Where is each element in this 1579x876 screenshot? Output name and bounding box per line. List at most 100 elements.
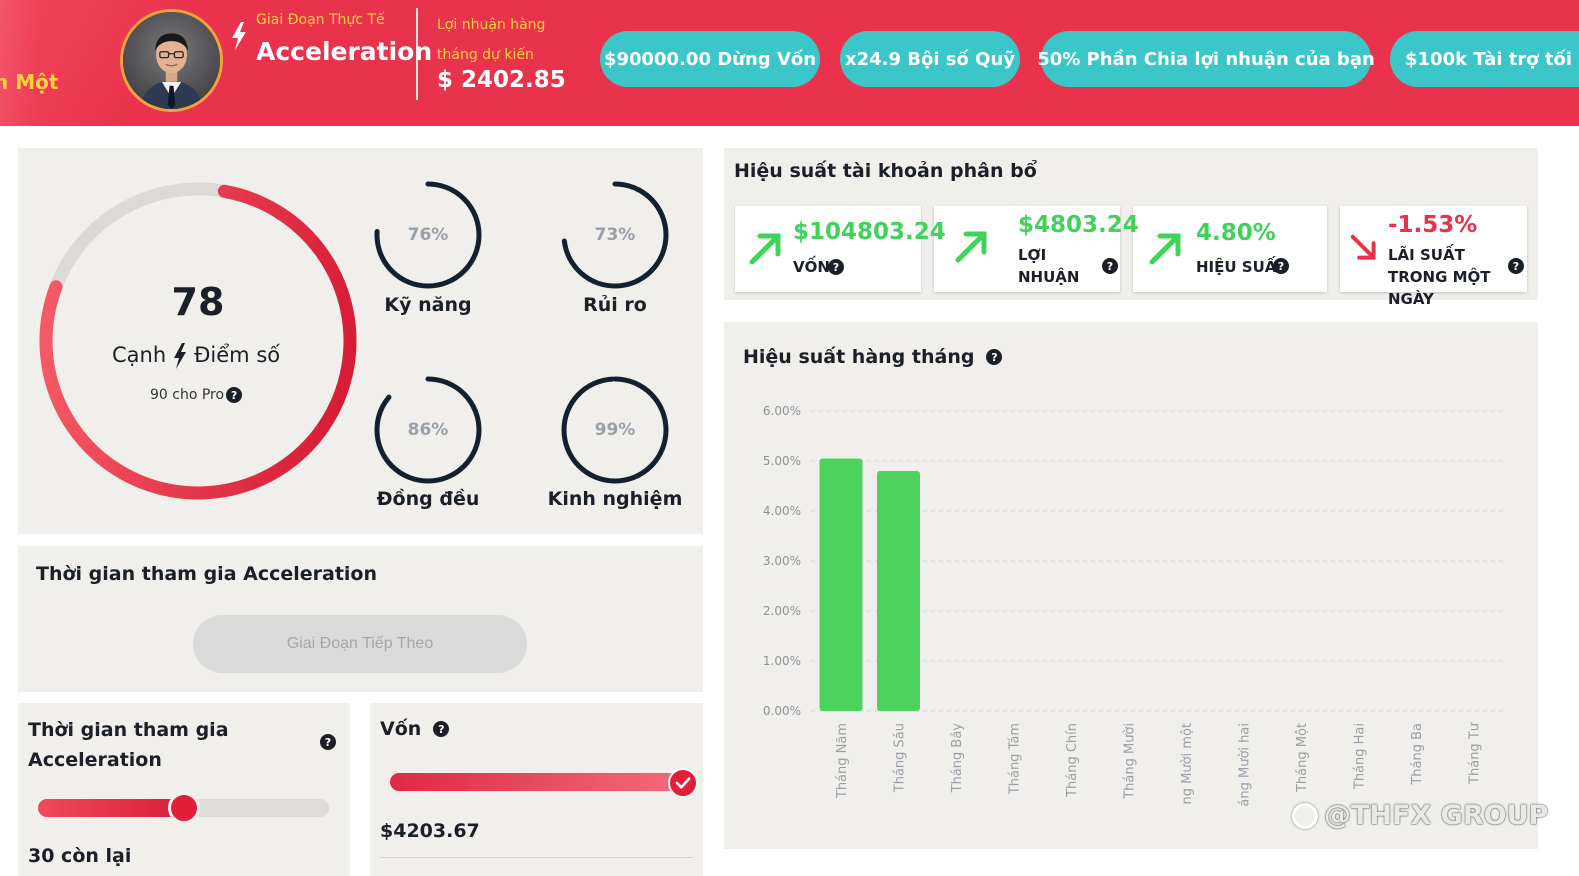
y-tick-label: 0.00% — [763, 704, 801, 718]
x-tick-label: Tháng Một — [1295, 723, 1310, 793]
monthly-title-text: Hiệu suất hàng tháng — [743, 346, 975, 368]
next-phase-button[interactable]: Giai Đoạn Tiếp Theo — [193, 615, 527, 673]
help-icon[interactable]: ? — [433, 721, 450, 737]
monthly-performance-chart: 0.00% 1.00% 2.00% 3.00% 4.00% 5.00% 6.00% Tháng… — [763, 404, 1504, 807]
capital-value: $4203.67 — [380, 820, 480, 842]
help-icon[interactable]: ? — [226, 387, 243, 403]
days-panel — [18, 703, 350, 876]
experience-ring — [561, 376, 669, 484]
profit-stat-label: LỢI NHUẬN — [1018, 246, 1080, 286]
arrow-down-right-icon — [1350, 234, 1376, 260]
risk-label: Rủi ro — [583, 294, 647, 316]
y-tick-label: 3.00% — [763, 554, 801, 568]
check-icon — [668, 768, 698, 798]
x-tick-label: Tháng Năm — [835, 723, 850, 799]
x-tick-label: ng Mười một — [1180, 723, 1195, 805]
phase-label: Giai Đoạn Thực Tế — [256, 12, 385, 28]
help-icon[interactable]: ? — [1273, 258, 1289, 274]
avatar[interactable] — [120, 9, 223, 112]
days-title: Thời gian tham gia Acceleration — [28, 719, 229, 771]
watermark: @THFX GROUP — [1292, 800, 1548, 831]
x-tick-label: Tháng Tám — [1008, 723, 1023, 795]
profit-stat-value: $4803.24 — [1018, 212, 1139, 238]
x-tick-label: Tháng Ba — [1410, 723, 1425, 786]
help-icon[interactable]: ? — [320, 734, 336, 750]
arrow-up-right-icon — [1149, 233, 1181, 265]
x-tick-label: Tháng Mười — [1123, 723, 1138, 800]
fund-multiplier-pill[interactable]: x24.9 Bội số Quỹ — [840, 31, 1020, 87]
edge-score-value: 78 — [171, 280, 225, 324]
days-remaining: 30 còn lại — [28, 845, 132, 867]
skill-label: Kỹ năng — [384, 294, 472, 316]
capital-title-text: Vốn — [380, 718, 422, 740]
lightning-icon — [232, 22, 246, 50]
capital-stat-label: VỐN — [793, 258, 830, 276]
experience-pct: 99% — [594, 420, 636, 440]
join-time-title: Thời gian tham gia Acceleration — [36, 563, 378, 585]
phase-name: Acceleration — [256, 37, 433, 66]
bar-1[interactable] — [877, 471, 920, 711]
lightning-icon — [174, 343, 187, 369]
experience-label: Kinh nghiệm — [547, 488, 683, 510]
capital-title: Vốn ? — [380, 718, 450, 740]
daily-rate-stat-value: -1.53% — [1388, 212, 1478, 238]
edge-score-caption: Cạnh Điểm số — [112, 343, 280, 369]
days-slider-fill — [38, 799, 184, 817]
bar-0[interactable] — [819, 458, 863, 712]
projected-profit-label: Lợi nhuận hàng tháng dự kiến — [437, 17, 546, 63]
x-tick-label: Tháng Hai — [1353, 723, 1368, 790]
capital-progress-bar — [390, 773, 682, 791]
help-icon[interactable]: ? — [986, 349, 1003, 365]
daily-rate-stat-card — [1340, 206, 1527, 292]
daily-rate-stat-label: LÃI SUẤT TRONG MỘT NGÀY — [1388, 246, 1491, 308]
profit-split-pill[interactable]: 50% Phần Chia lợi nhuận của bạn — [1037, 31, 1375, 87]
projected-profit-value: $ 2402.85 — [437, 67, 566, 93]
monthly-performance-title: Hiệu suất hàng tháng ? — [743, 346, 1003, 368]
edge-score-sub: 90 cho Pro ? — [150, 387, 243, 403]
max-funding-pill[interactable]: $100k Tài trợ tối đa — [1390, 31, 1579, 87]
stop-capital-pill[interactable]: $90000.00 Dừng Vốn — [600, 31, 820, 87]
days-slider-knob[interactable] — [167, 792, 200, 824]
header-left-text: h Một — [0, 70, 59, 94]
allocation-title: Hiệu suất tài khoản phân bổ — [734, 160, 1037, 182]
risk-pct: 73% — [594, 225, 636, 245]
y-tick-label: 4.00% — [763, 504, 801, 518]
consistency-ring — [374, 376, 482, 484]
help-icon[interactable]: ? — [1102, 258, 1118, 274]
edge-caption-right: Điểm số — [194, 343, 281, 367]
x-tick-label: Tháng Bảy — [950, 723, 965, 794]
capital-stat-value: $104803.24 — [793, 219, 946, 245]
x-tick-label: Tháng Sáu — [893, 723, 908, 793]
y-tick-label: 6.00% — [763, 404, 801, 418]
risk-ring — [561, 181, 669, 289]
arrow-up-right-icon — [749, 233, 781, 265]
performance-stat-value: 4.80% — [1196, 220, 1276, 246]
arrow-up-right-icon — [955, 231, 987, 263]
capital-divider — [380, 857, 693, 858]
skill-ring — [374, 181, 482, 289]
consistency-pct: 86% — [407, 420, 449, 440]
consistency-label: Đồng đều — [376, 488, 480, 510]
y-tick-label: 5.00% — [763, 454, 801, 468]
x-tick-label: Tháng Tư — [1468, 722, 1483, 785]
help-icon[interactable]: ? — [1508, 258, 1524, 274]
avatar-portrait-icon — [123, 12, 220, 109]
pro-target-text: 90 cho Pro — [150, 387, 225, 403]
threads-logo-icon — [1292, 802, 1318, 829]
y-tick-label: 1.00% — [763, 654, 801, 668]
header-divider — [416, 8, 418, 100]
header-edge — [0, 0, 40, 126]
performance-stat-label: HIỆU SUẤT — [1196, 258, 1287, 276]
x-tick-label: áng Mười hai — [1238, 723, 1253, 807]
profit-stat-card — [934, 206, 1120, 292]
edge-caption-left: Cạnh — [112, 343, 167, 367]
edge-score-arc — [39, 182, 357, 500]
x-tick-label: Tháng Chín — [1065, 723, 1080, 798]
help-icon[interactable]: ? — [828, 259, 844, 275]
metric-rings — [374, 181, 669, 484]
skill-pct: 76% — [407, 225, 449, 245]
score-panel — [18, 148, 703, 534]
edge-score-gauge — [39, 182, 357, 500]
watermark-text: @THFX GROUP — [1324, 800, 1549, 831]
y-tick-label: 2.00% — [763, 604, 801, 618]
